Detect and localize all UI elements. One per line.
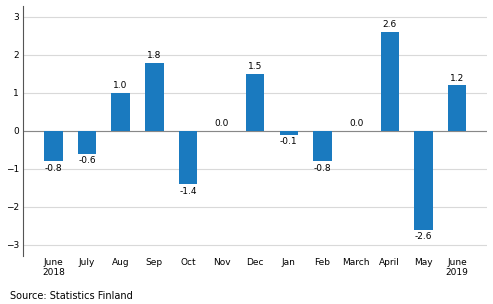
Text: 0.0: 0.0 xyxy=(349,119,363,128)
Text: -0.1: -0.1 xyxy=(280,137,298,147)
Text: 2.6: 2.6 xyxy=(383,20,397,29)
Text: Source: Statistics Finland: Source: Statistics Finland xyxy=(10,291,133,301)
Bar xyxy=(381,32,399,131)
Bar xyxy=(280,131,298,135)
Bar xyxy=(44,131,63,161)
Bar xyxy=(448,85,466,131)
Bar xyxy=(246,74,264,131)
Bar xyxy=(145,63,164,131)
Text: -1.4: -1.4 xyxy=(179,187,197,196)
Bar xyxy=(414,131,433,230)
Bar xyxy=(178,131,197,184)
Bar xyxy=(78,131,96,154)
Text: -0.8: -0.8 xyxy=(314,164,331,173)
Text: 1.0: 1.0 xyxy=(113,81,128,90)
Text: -2.6: -2.6 xyxy=(415,233,432,241)
Text: -0.8: -0.8 xyxy=(44,164,62,173)
Bar xyxy=(313,131,332,161)
Text: 1.8: 1.8 xyxy=(147,51,162,60)
Text: 1.5: 1.5 xyxy=(248,62,262,71)
Bar xyxy=(111,93,130,131)
Text: -0.6: -0.6 xyxy=(78,157,96,165)
Text: 1.2: 1.2 xyxy=(450,74,464,83)
Text: 0.0: 0.0 xyxy=(214,119,229,128)
